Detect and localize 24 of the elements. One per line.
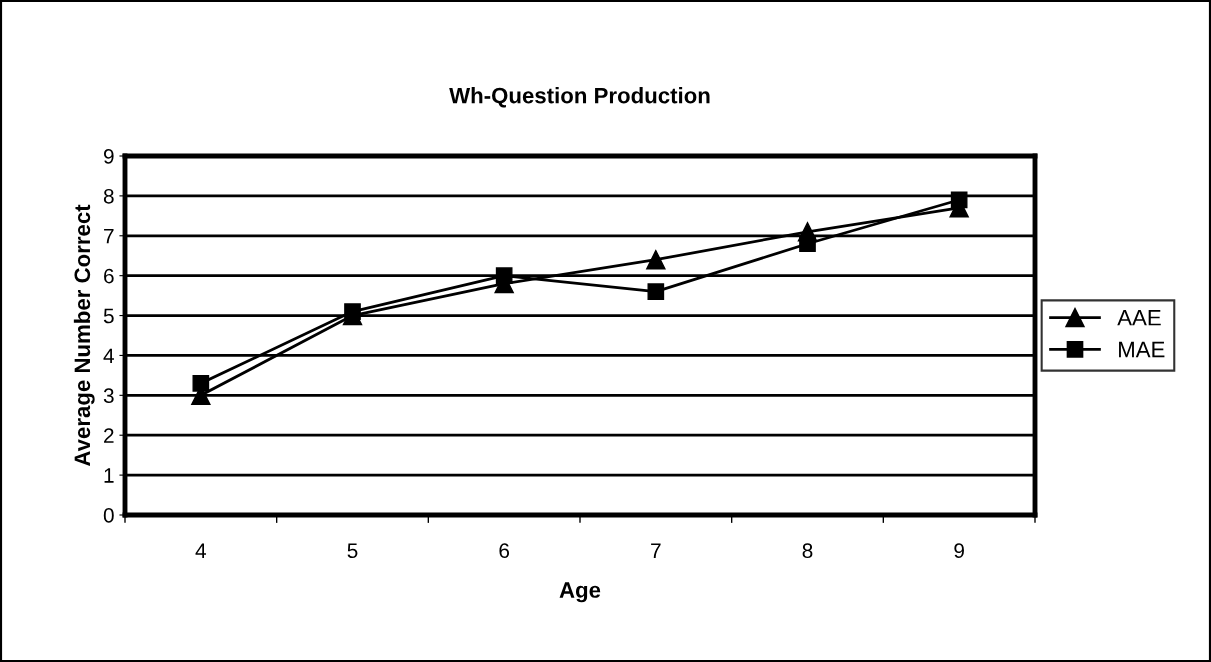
x-tick-label: 4 [195,543,207,558]
y-tick-label: 5 [103,308,114,324]
legend-label: MAE [1119,341,1165,358]
x-axis-title: Age [559,582,601,603]
y-tick-label: 4 [103,348,114,363]
x-tick-label: 6 [499,543,510,559]
y-tick-label: 0 [103,508,114,523]
y-tick-label: 7 [104,228,114,244]
y-axis-title: Average Number Correct [73,204,95,467]
y-tick-label: 9 [103,149,114,164]
y-tick-label: 3 [103,388,114,404]
y-tick-label: 6 [104,268,114,284]
point [646,249,666,270]
point [647,283,665,300]
chart-title: Wh-Question Production [449,87,710,108]
y-tick-label: 2 [104,428,114,443]
legend-label: AAE [1117,310,1161,326]
x-tick-label: 8 [802,543,813,559]
y-tick-label: 8 [103,188,114,204]
x-tick-label: 7 [651,543,661,558]
x-tick-label: 9 [954,543,964,559]
y-tick-label: 1 [104,468,114,483]
point [797,222,818,242]
x-tick-label: 5 [347,543,358,559]
